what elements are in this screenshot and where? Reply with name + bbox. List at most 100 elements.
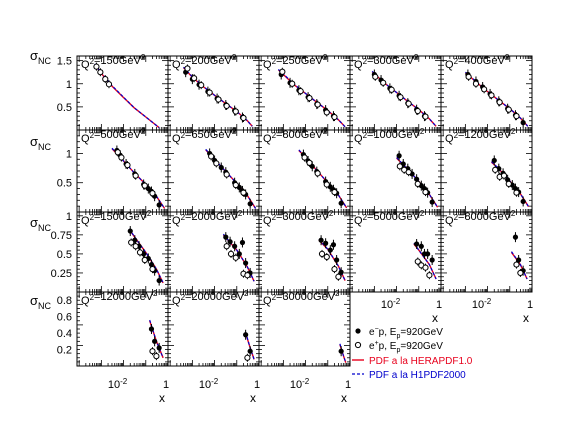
y-axis-title-subscript: NC <box>38 301 51 311</box>
x-axis-title: x <box>250 391 256 405</box>
e-plus-point <box>184 65 191 72</box>
panel-label-part: =800GeV <box>276 129 323 141</box>
panel-label-superscript: 2 <box>90 213 95 222</box>
y-axis-title: σNC <box>30 215 52 233</box>
e-minus-point <box>520 198 526 205</box>
legend-e-plus-part: p, E <box>379 341 397 352</box>
panel-label: Q2=3000GeV2 <box>263 209 334 227</box>
panel-label-part: =20000GeV <box>185 291 245 303</box>
x-tick-label: 1 <box>436 299 442 311</box>
panel-label-superscript: 2 <box>420 127 425 136</box>
legend-e-minus-part: p <box>396 333 400 340</box>
panel-frame <box>440 55 533 131</box>
e-plus-point <box>481 86 488 93</box>
e-minus-point <box>243 332 249 338</box>
panel-label-part: Q <box>81 295 90 307</box>
panel: 0.511.5 Q2=150GeV2 <box>57 53 169 131</box>
e-minus-point <box>148 326 155 332</box>
e-plus-point <box>513 261 520 268</box>
panel-label-part: Q <box>263 215 272 227</box>
e-minus-point <box>327 247 333 253</box>
panel-label-part: =200GeV <box>185 55 232 67</box>
x-tick-label-exponent: -2 <box>120 377 128 386</box>
x-tick-label: 1 <box>527 299 533 311</box>
e-minus-point <box>512 234 519 240</box>
panel: Q2=300GeV2 <box>349 53 442 131</box>
e-plus-point <box>105 81 113 88</box>
y-tick-label: 0.8 <box>57 295 72 307</box>
y-tick-label: 0.5 <box>57 102 72 114</box>
e-plus-point <box>314 170 321 177</box>
e-plus-point <box>223 102 230 110</box>
y-axis-title: σNC <box>30 48 52 66</box>
e-plus-point <box>141 182 148 189</box>
e-plus-point <box>301 154 308 161</box>
panel: Q2=20000GeV2 <box>167 289 260 367</box>
e-minus-point <box>516 257 522 263</box>
panel-label: Q2=650GeV2 <box>172 127 237 145</box>
y-tick-label: 0.5 <box>57 178 72 190</box>
panel-label: Q2=250GeV2 <box>263 53 328 71</box>
panel-label-superscript: 2 <box>232 127 237 136</box>
h1pdf-curve <box>111 147 166 209</box>
e-plus-point <box>318 250 326 258</box>
panel-label-part: =1500GeV <box>94 211 148 223</box>
e-plus-point <box>513 113 520 120</box>
panel-frame <box>258 211 351 293</box>
panel-label-part: Q <box>263 295 272 307</box>
e-plus-point <box>422 264 429 271</box>
x-tick-label: 1 <box>345 379 351 391</box>
e-plus-point <box>492 166 499 173</box>
e-plus-point <box>198 82 205 89</box>
panel-label-part: Q <box>445 59 454 71</box>
panel-label-part: =1000GeV <box>367 129 421 141</box>
panel-label-superscript: 2 <box>363 213 368 222</box>
legend-e-plus-part: =920GeV <box>400 341 443 352</box>
panel-label-superscript: 2 <box>90 293 95 302</box>
e-plus-point <box>314 101 321 108</box>
h1pdf-curve <box>94 63 160 129</box>
panel-label-superscript: 2 <box>511 127 516 136</box>
panel: Q2=650GeV2 <box>167 127 260 213</box>
panel-label: Q2=12000GeV2 <box>81 289 158 307</box>
legend-e-minus-part: =920GeV <box>400 327 443 338</box>
x-tick-label-exponent: -2 <box>484 297 492 306</box>
panel-label-superscript: 2 <box>420 209 425 218</box>
panel-label-part: Q <box>81 215 90 227</box>
panel-label-superscript: 2 <box>181 57 186 66</box>
h1pdf-curve <box>511 251 528 280</box>
x-tick-label: 10-2 <box>472 297 492 311</box>
panel-label-superscript: 2 <box>238 209 243 218</box>
panel-frame <box>349 129 442 213</box>
e-minus-point <box>243 260 249 266</box>
panel-label-part: =400GeV <box>458 55 505 67</box>
x-tick-label: 10-2 <box>108 377 128 391</box>
e-minus-point <box>156 277 162 284</box>
e-plus-point <box>323 181 330 188</box>
panel-label-superscript: 2 <box>511 209 516 218</box>
panel-label-part: =300GeV <box>367 55 414 67</box>
x-tick-label-base: 10 <box>290 379 302 391</box>
e-minus-point <box>520 120 526 126</box>
e-plus-point <box>206 89 213 96</box>
e-plus-point <box>397 94 404 101</box>
panel-label-part: Q <box>172 59 181 71</box>
legend-herapdf-label: PDF a la HERAPDF1.0 <box>369 356 473 367</box>
e-minus-point <box>429 199 435 205</box>
e-plus-point <box>335 273 342 280</box>
panel-label-superscript: 2 <box>363 131 368 140</box>
panel-label: Q2=800GeV2 <box>263 127 328 145</box>
panel-label-superscript: 2 <box>232 53 237 62</box>
panel-label-part: Q <box>172 133 181 145</box>
e-plus-point <box>289 80 296 87</box>
panel-label: Q2=400GeV2 <box>445 53 510 71</box>
e-plus-point <box>149 190 156 197</box>
panel-label-part: Q <box>354 215 363 227</box>
panel-label-part: Q <box>445 133 454 145</box>
e-plus-point <box>488 92 495 99</box>
e-plus-point <box>124 162 131 169</box>
e-minus-point <box>156 345 162 351</box>
x-axis-title: x <box>432 311 438 325</box>
x-tick-label-base: 10 <box>472 299 484 311</box>
